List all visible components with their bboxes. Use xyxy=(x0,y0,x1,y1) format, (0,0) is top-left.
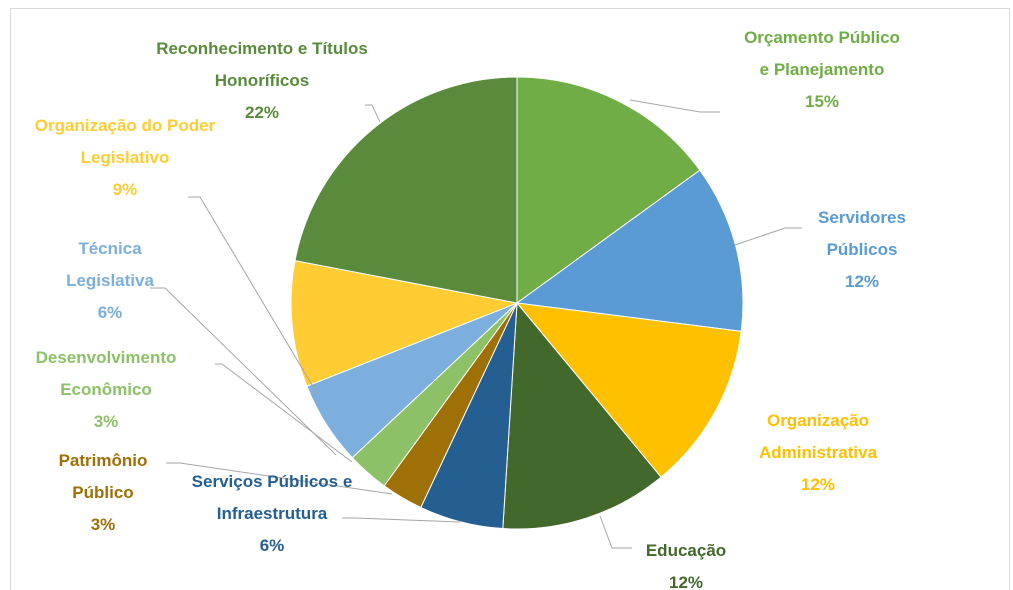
data-label: Organização Administrativa 12% xyxy=(728,405,908,501)
pie-slice xyxy=(290,260,519,387)
category-label: Educação xyxy=(645,541,727,560)
leader-line xyxy=(365,104,381,123)
category-label: Desenvolvimento Econômico xyxy=(35,348,177,399)
data-label: Serviços Públicos e Infraestrutura 6% xyxy=(187,466,357,562)
pie-slice xyxy=(502,301,662,530)
leader-line xyxy=(599,515,632,549)
value-label: 22% xyxy=(244,103,280,122)
value-label: 12% xyxy=(800,475,836,494)
category-label: Organização do Poder Legislativo xyxy=(34,116,216,167)
category-label: Serviços Públicos e Infraestrutura xyxy=(191,472,353,523)
pie-slice xyxy=(515,302,742,478)
leader-line xyxy=(215,363,353,463)
value-label: 6% xyxy=(97,303,123,322)
value-label: 12% xyxy=(668,573,704,590)
category-label: Reconhecimento e Títulos Honoríficos xyxy=(156,39,368,90)
category-label: Orçamento Público e Planejamento xyxy=(744,28,900,79)
value-label: 12% xyxy=(844,272,880,291)
category-label: Patrimônio Público xyxy=(58,451,148,502)
data-label: Técnica Legislativa 6% xyxy=(40,233,180,329)
pie-slice xyxy=(294,76,518,304)
data-label: Orçamento Público e Planejamento 15% xyxy=(742,22,902,118)
data-label: Reconhecimento e Títulos Honoríficos 22% xyxy=(147,33,377,129)
data-label: Organização do Poder Legislativo 9% xyxy=(33,110,218,206)
chart-area xyxy=(10,8,1010,590)
leader-line xyxy=(150,287,337,456)
value-label: 3% xyxy=(90,515,116,534)
pie-slice xyxy=(515,169,744,332)
value-label: 3% xyxy=(93,412,119,431)
data-label: Educação 12% xyxy=(626,535,746,590)
leader-line xyxy=(188,196,319,396)
leader-line xyxy=(734,227,802,246)
leader-line xyxy=(629,99,720,113)
value-label: 9% xyxy=(112,180,138,199)
pie-slice xyxy=(516,76,701,304)
data-label: Patrimônio Público 3% xyxy=(33,445,173,541)
data-label: Desenvolvimento Econômico 3% xyxy=(26,342,186,438)
leader-line xyxy=(166,462,393,495)
data-label: Servidores Públicos 12% xyxy=(797,202,927,298)
leader-line xyxy=(342,517,461,523)
value-label: 6% xyxy=(259,536,285,555)
category-label: Servidores Públicos xyxy=(818,208,906,259)
category-label: Organização Administrativa xyxy=(758,411,878,462)
category-label: Técnica Legislativa xyxy=(66,239,154,290)
value-label: 15% xyxy=(804,92,840,111)
